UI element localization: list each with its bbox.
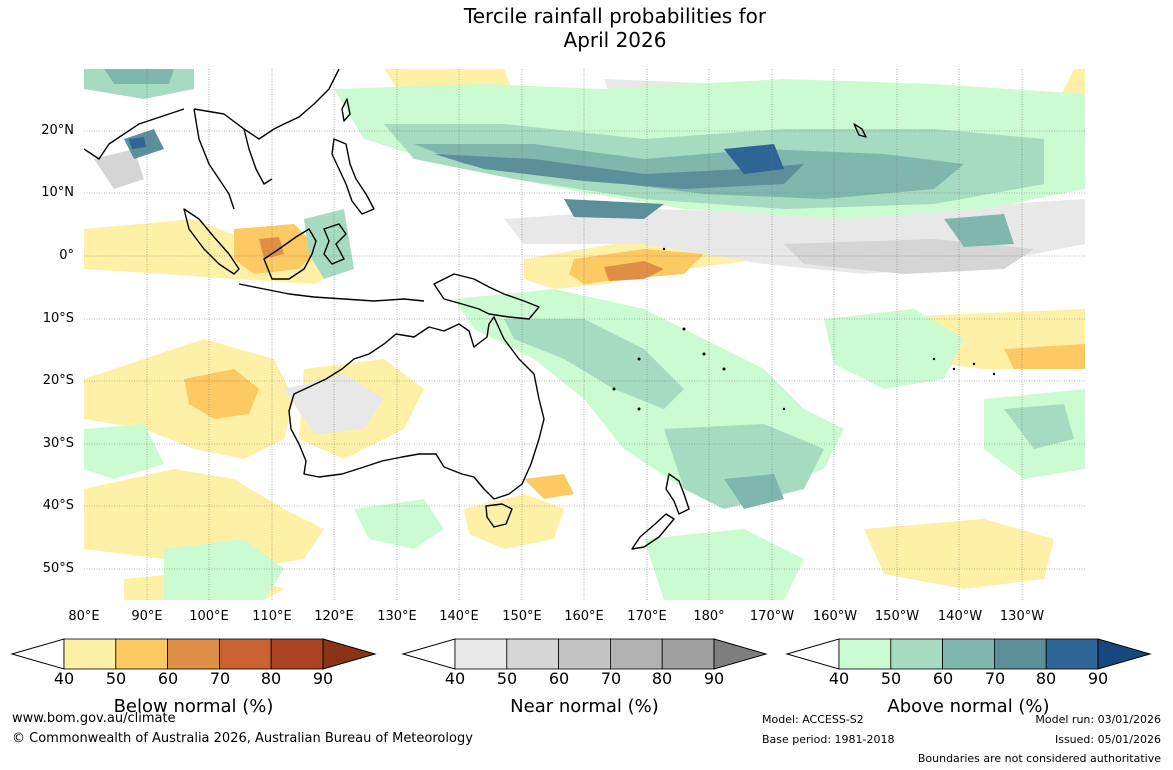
map-title: Tercile rainfall probabilities for April… (0, 4, 1173, 52)
mainland-asia-coastline (193, 69, 340, 210)
lat-label-50s: 50°S (42, 561, 74, 576)
colorbar-near-upper-extension (713, 638, 768, 670)
colorbar-below-lower-extension (10, 638, 65, 670)
lon-label-150e: 150°E (502, 609, 542, 624)
philippines-coastline (331, 138, 375, 215)
new-zealand-coastline (631, 473, 690, 550)
lat-label-40s: 40°S (42, 498, 74, 513)
colorbar-below-tick-60: 60 (157, 669, 179, 688)
colorbar-below-cell (218, 638, 272, 670)
colorbar-above-normal (785, 638, 1152, 670)
lat-label-30s: 30°S (42, 436, 74, 451)
colorbar-below-tick-80: 80 (260, 669, 282, 688)
colorbar-above-upper-extension (1097, 638, 1152, 670)
colorbar-above-tick-40: 40 (828, 669, 850, 688)
lon-label-100e: 100°E (189, 609, 229, 624)
colorbar-near-tick-50: 50 (496, 669, 518, 688)
lon-label-110e: 110°E (252, 609, 292, 624)
colorbar-near-tick-60: 60 (548, 669, 570, 688)
tasmania-coastline (485, 503, 513, 528)
colorbar-above-tick-80: 80 (1035, 669, 1057, 688)
colorbar-above-lower-extension (785, 638, 840, 670)
lon-label-180: 180° (693, 609, 725, 624)
colorbar-above-cell (942, 638, 995, 670)
boundaries-disclaimer: Boundaries are not considered authoritat… (917, 752, 1161, 765)
lon-label-120e: 120°E (314, 609, 354, 624)
colorbar-below-tick-50: 50 (105, 669, 127, 688)
colorbar-near-lower-extension (401, 638, 456, 670)
coastlines (84, 69, 867, 550)
colorbar-above-tick-60: 60 (932, 669, 954, 688)
lon-label-170w: 170°W (749, 609, 795, 624)
colorbar-below-cell (270, 638, 324, 670)
colorbar-near-cell (558, 638, 611, 670)
colorbar-near-tick-90: 90 (703, 669, 725, 688)
colorbar-below-tick-90: 90 (312, 669, 334, 688)
colorbar-above-cell (1045, 638, 1099, 670)
colorbar-near-cell (661, 638, 715, 670)
colorbar-above-cell (838, 638, 892, 670)
model-run-date: Model run: 03/01/2026 (1035, 713, 1161, 726)
colorbar-near-cell (609, 638, 663, 670)
lon-label-130e: 130°E (377, 609, 417, 624)
colorbar-above-cell (993, 638, 1047, 670)
borneo-coastline (263, 228, 317, 280)
colorbar-above-tick-90: 90 (1087, 669, 1109, 688)
colorbar-below-normal (10, 638, 377, 670)
india-coastline (84, 108, 185, 160)
lat-label-20n: 20°N (41, 123, 74, 138)
colorbar-near-title: Near normal (%) (510, 696, 659, 717)
colorbar-above-tick-70: 70 (984, 669, 1006, 688)
colorbar-below-tick-70: 70 (209, 669, 231, 688)
java-coastline (238, 283, 425, 302)
sulawesi-coastline (323, 223, 347, 265)
colorbar-below-upper-extension (322, 638, 377, 670)
lon-label-140e: 140°E (439, 609, 479, 624)
copyright-notice: © Commonwealth of Australia 2026, Austra… (12, 731, 473, 746)
colorbar-above-tick-50: 50 (880, 669, 902, 688)
bom-climate-link[interactable]: www.bom.gov.au/climate (12, 711, 176, 726)
lat-label-20s: 20°S (42, 373, 74, 388)
lon-label-160w: 160°W (812, 609, 858, 624)
colorbar-below-cell (115, 638, 169, 670)
colorbar-below-cell (63, 638, 117, 670)
base-period: Base period: 1981-2018 (762, 733, 895, 746)
map-title-line2: April 2026 (563, 28, 667, 52)
issued-date: Issued: 05/01/2026 (1054, 733, 1161, 746)
colorbar-below-tick-40: 40 (53, 669, 75, 688)
lon-label-170e: 170°E (627, 609, 667, 624)
colorbar-near-cell (454, 638, 508, 670)
model-name: Model: ACCESS-S2 (762, 713, 864, 726)
colorbar-near-tick-40: 40 (444, 669, 466, 688)
lon-label-80e: 80°E (68, 609, 100, 624)
colorbar-below-cell (167, 638, 220, 670)
lat-label-10n: 10°N (41, 185, 74, 200)
colorbar-near-normal (401, 638, 768, 670)
colorbar-above-title: Above normal (%) (887, 696, 1050, 717)
pacific-islands (612, 247, 996, 411)
colorbar-near-tick-70: 70 (600, 669, 622, 688)
lon-label-130w: 130°W (999, 609, 1045, 624)
colorbar-below-title: Below normal (%) (113, 696, 274, 717)
lon-label-160e: 160°E (564, 609, 604, 624)
map-title-line1: Tercile rainfall probabilities for (463, 4, 767, 28)
australia-coastline (288, 316, 545, 500)
lon-label-140w: 140°W (937, 609, 983, 624)
new-guinea-coastline (433, 273, 540, 320)
colorbar-above-cell (890, 638, 944, 670)
probability-map (84, 69, 1085, 600)
lon-label-90e: 90°E (131, 609, 163, 624)
sumatra-coastline (183, 208, 240, 275)
lat-label-10s: 10°S (42, 311, 74, 326)
colorbar-near-cell (506, 638, 560, 670)
lon-label-150w: 150°W (874, 609, 920, 624)
colorbar-near-tick-80: 80 (651, 669, 673, 688)
lat-label-0: 0° (59, 248, 74, 263)
